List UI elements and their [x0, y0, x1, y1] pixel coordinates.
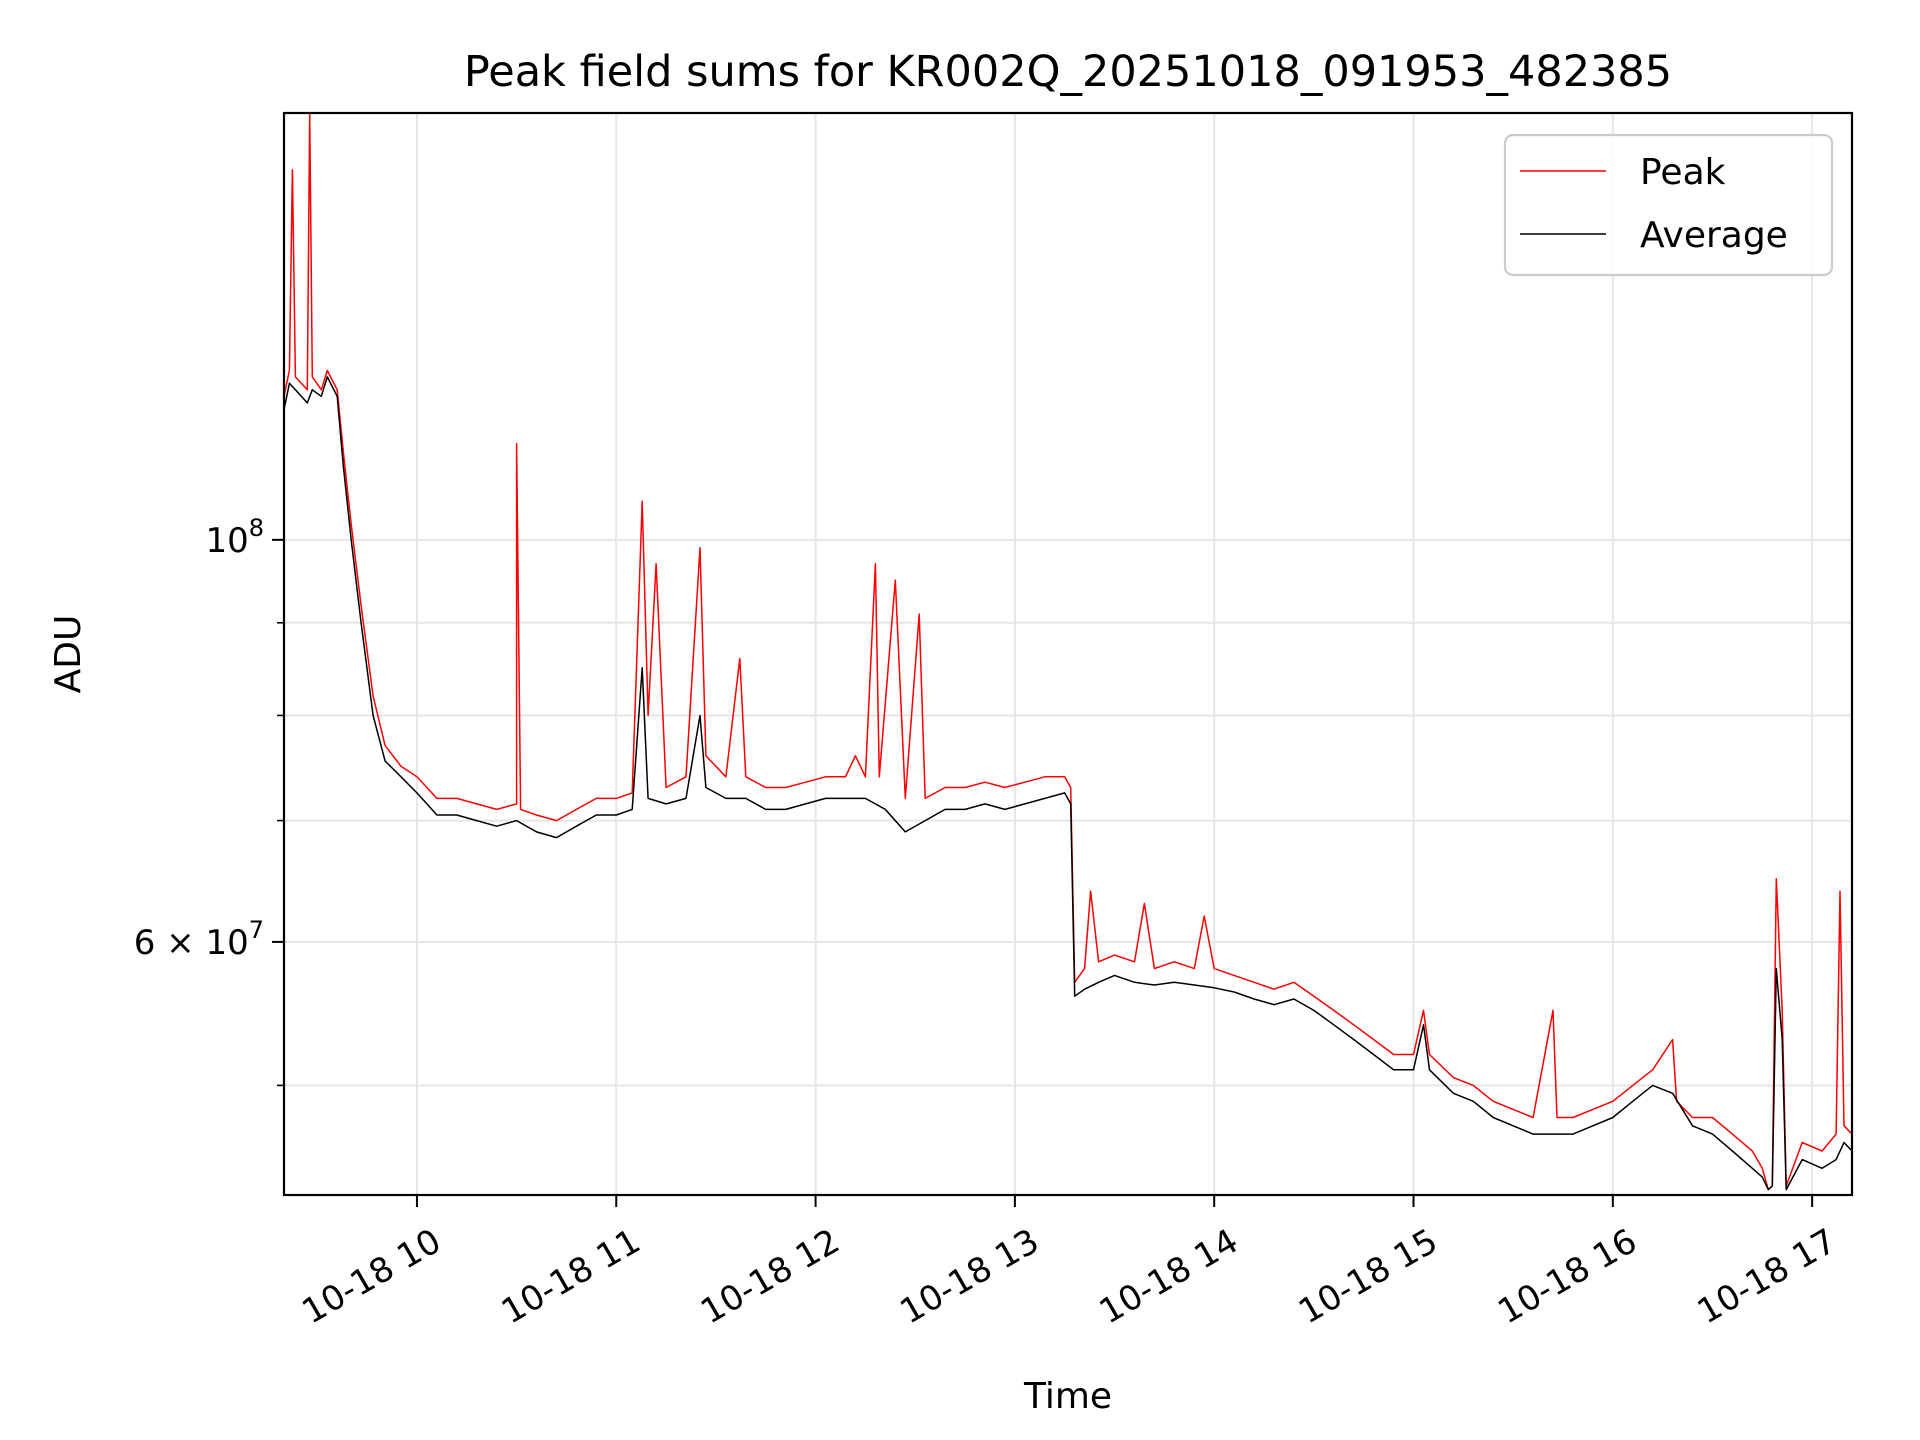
legend-peak-label: Peak: [1640, 152, 1726, 193]
legend-frame: [1503, 133, 1834, 277]
x-axis-label: Time: [1023, 1376, 1112, 1417]
y-tick-label: 6 × 107: [134, 916, 264, 963]
grid: [284, 113, 1852, 1195]
legend-average-label: Average: [1640, 215, 1788, 256]
legend: Peak Average: [1503, 133, 1834, 277]
y-axis-label: ADU: [48, 615, 89, 694]
series-line-peak: [284, 113, 1852, 1191]
plot-area: [284, 113, 1852, 1191]
chart-title: Peak field sums for KR002Q_20251018_0919…: [464, 47, 1672, 97]
series-line-average: [284, 376, 1852, 1191]
plot-frame: [282, 111, 1854, 1197]
